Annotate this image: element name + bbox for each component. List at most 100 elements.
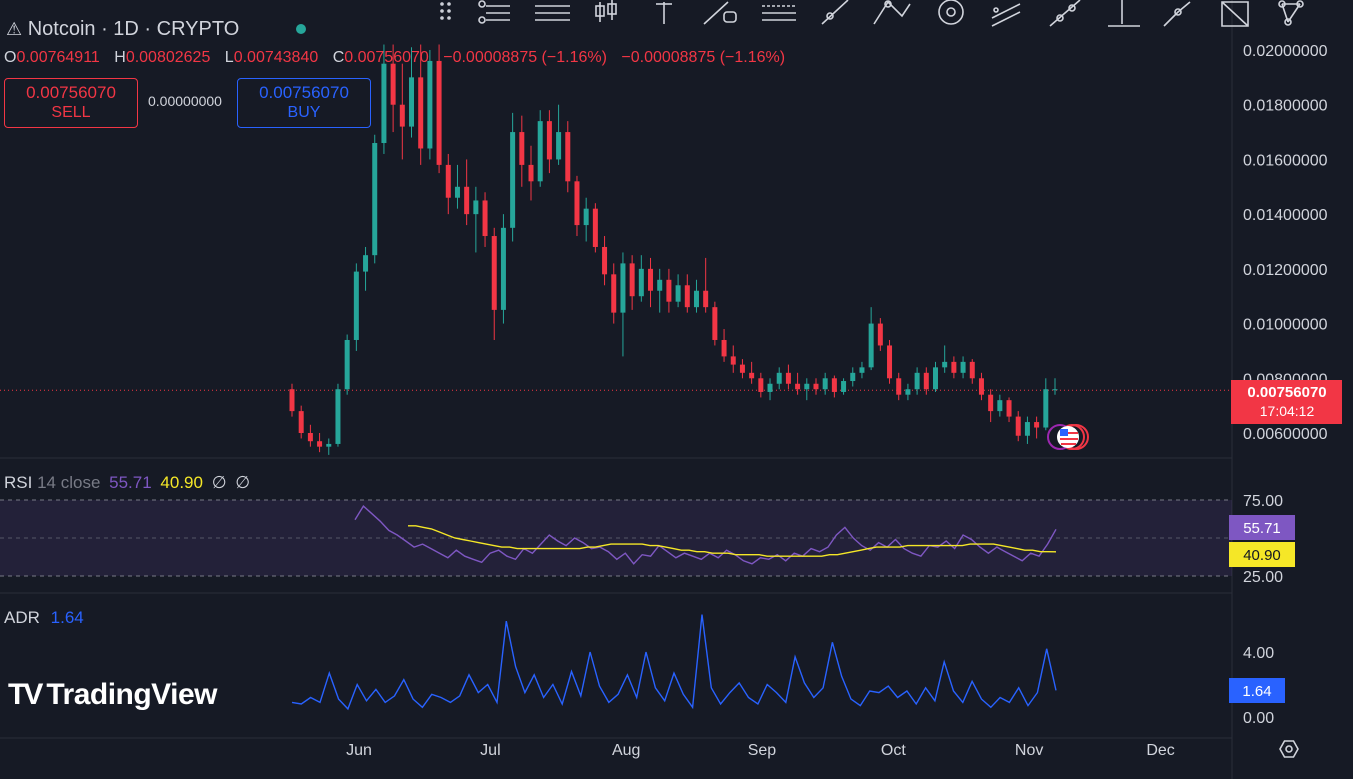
time-tick-label: Oct bbox=[881, 742, 906, 759]
candle-body bbox=[850, 372, 856, 382]
candle-body bbox=[739, 364, 745, 373]
candle-body bbox=[932, 367, 938, 390]
parallel-icon bbox=[991, 3, 1021, 27]
candle-body bbox=[537, 121, 543, 182]
price-tick-label: 0.00600000 bbox=[1243, 426, 1328, 443]
candle-body bbox=[1006, 400, 1012, 417]
ohlc-change-secondary: −0.00008875 (−1.16%) bbox=[621, 49, 786, 66]
rsi-value-badge bbox=[1229, 515, 1295, 540]
candle-body bbox=[804, 383, 810, 390]
candle-body bbox=[969, 361, 975, 379]
ohlc-o-label: O bbox=[4, 49, 17, 66]
candle-body bbox=[923, 372, 929, 390]
candle-body bbox=[592, 208, 598, 247]
candle-body bbox=[813, 383, 819, 390]
candle-body bbox=[638, 268, 644, 297]
tradingview-logo-icon: TV bbox=[8, 678, 43, 711]
candle-body bbox=[620, 263, 626, 313]
candle-body bbox=[1052, 389, 1058, 391]
candle-body bbox=[445, 164, 451, 198]
drawing-toolbar bbox=[430, 0, 1304, 32]
time-tick-label: Dec bbox=[1146, 742, 1174, 759]
last-price-countdown: 17:04:12 bbox=[1260, 403, 1315, 419]
candle-body bbox=[583, 208, 589, 226]
candle-body bbox=[1024, 422, 1030, 436]
price-tick-label: 0.02000000 bbox=[1243, 43, 1328, 60]
pattern-icon bbox=[873, 0, 911, 25]
price-tick-label: 0.01200000 bbox=[1243, 262, 1328, 279]
candle-body bbox=[877, 323, 883, 346]
candle-body bbox=[841, 381, 847, 392]
candle-body bbox=[887, 345, 893, 379]
candle-body bbox=[399, 104, 405, 127]
last-price-badge bbox=[1231, 380, 1342, 424]
candle-body bbox=[730, 356, 736, 365]
candle-body bbox=[712, 307, 718, 340]
tradingview-logo-text: TradingView bbox=[46, 678, 218, 711]
candles-icon bbox=[595, 0, 617, 22]
rsi-legend[interactable]: RSI 14 close 55.71 40.90 ∅ ∅ bbox=[4, 473, 250, 493]
symbol-title[interactable]: ⚠ Notcoin · 1D · CRYPTO bbox=[6, 18, 239, 41]
candle-body bbox=[372, 143, 378, 256]
rsi-legend-label: RSI bbox=[4, 473, 33, 492]
candles-layer bbox=[289, 44, 1058, 455]
gear-icon[interactable] bbox=[1279, 740, 1299, 758]
adr-legend[interactable]: ADR 1.64 bbox=[4, 608, 84, 628]
candle-body bbox=[776, 372, 782, 384]
cursor-icon bbox=[656, 2, 672, 24]
candle-body bbox=[978, 378, 984, 395]
candle-body bbox=[611, 274, 617, 313]
candle-body bbox=[951, 361, 957, 373]
candle-body bbox=[868, 323, 874, 368]
candle-body bbox=[942, 361, 948, 368]
candle-body bbox=[657, 279, 663, 291]
adr-value-badge-text: 1.64 bbox=[1242, 683, 1271, 700]
candle-body bbox=[960, 361, 966, 373]
candle-body bbox=[629, 263, 635, 297]
candle-body bbox=[344, 339, 350, 390]
time-tick-label: Jul bbox=[480, 742, 500, 759]
candle-body bbox=[381, 63, 387, 144]
candle-body bbox=[693, 290, 699, 308]
candle-body bbox=[822, 378, 828, 390]
toolbar-icons[interactable] bbox=[430, 0, 1330, 32]
warning-icon: ⚠ bbox=[6, 19, 23, 39]
ohlc-l-value: 0.00743840 bbox=[233, 49, 319, 66]
fib-icon bbox=[762, 5, 796, 21]
candle-body bbox=[427, 60, 433, 149]
ray-icon bbox=[1049, 0, 1081, 27]
rsi-value-badge-text: 55.71 bbox=[1243, 520, 1281, 537]
candle-body bbox=[602, 246, 608, 275]
rsi-tick-label: 75.00 bbox=[1243, 493, 1283, 510]
rsi-legend-extra2: ∅ bbox=[235, 473, 251, 492]
rsi-legend-ma-value: 40.90 bbox=[160, 473, 203, 492]
candle-body bbox=[758, 378, 764, 392]
anchor-icon bbox=[1108, 0, 1140, 27]
candle-body bbox=[390, 63, 396, 105]
candle-body bbox=[500, 227, 506, 310]
sell-button[interactable]: 0.00756070 SELL bbox=[4, 78, 138, 128]
candle-body bbox=[298, 411, 304, 433]
time-tick-label: Aug bbox=[612, 742, 640, 759]
live-dot-icon bbox=[296, 24, 306, 34]
ohlc-c-label: C bbox=[332, 49, 345, 66]
ohlc-h-value: 0.00802625 bbox=[125, 49, 211, 66]
lines-icon bbox=[535, 5, 570, 21]
price-axis-ticks: 0.02000000 0.01800000 0.01600000 0.01400000… bbox=[1243, 43, 1328, 443]
candle-body bbox=[363, 255, 369, 272]
candle-body bbox=[1043, 389, 1049, 428]
adr-legend-value: 1.64 bbox=[50, 608, 84, 627]
time-tick-label: Sep bbox=[748, 742, 777, 759]
event-markers[interactable] bbox=[1047, 424, 1089, 450]
drag-handle-icon bbox=[440, 2, 451, 20]
candle-body bbox=[795, 383, 801, 390]
buy-button[interactable]: 0.00756070 BUY bbox=[237, 78, 371, 128]
adr-tick-label: 0.00 bbox=[1243, 710, 1274, 727]
ohlc-h-label: H bbox=[114, 49, 126, 66]
price-tick-label: 0.01400000 bbox=[1243, 207, 1328, 224]
candle-body bbox=[914, 372, 920, 390]
candle-body bbox=[326, 443, 332, 447]
tradingview-logo[interactable]: TV TradingView bbox=[8, 678, 218, 712]
candle-body bbox=[675, 285, 681, 302]
